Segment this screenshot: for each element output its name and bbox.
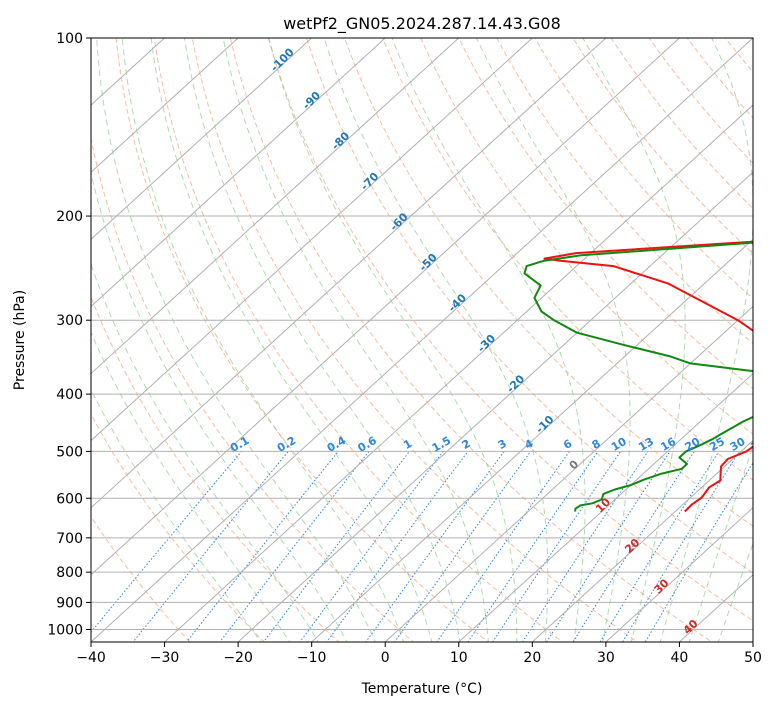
isotherm-gridline (91, 38, 607, 509)
y-tick-label: 900 (56, 595, 83, 611)
isotherm-gridline (163, 104, 753, 642)
isotherm-gridline (91, 38, 239, 173)
dry-adiabat (191, 38, 639, 642)
grid-lines (91, 38, 753, 642)
dry-adiabat (91, 295, 340, 642)
isotherm-gridline (91, 38, 534, 442)
x-tick-label: 40 (671, 650, 689, 666)
y-tick-label: 600 (56, 491, 83, 507)
moist-adiabat (121, 38, 405, 642)
isotherm-gridline (531, 439, 753, 642)
moist-adiabat (391, 38, 586, 642)
dry-adiabat (343, 38, 753, 527)
dry-adiabat (153, 38, 564, 642)
isotherm-gridline (91, 38, 460, 375)
isotherm-gridline (384, 305, 753, 642)
y-tick-label: 700 (56, 531, 83, 547)
profile-lines (523, 240, 753, 513)
plot-frame (90, 37, 754, 643)
x-tick-label: −40 (76, 650, 106, 666)
dry-adiabat (91, 135, 415, 642)
dry-adiabat (91, 515, 191, 642)
dry-adiabat (305, 38, 753, 574)
mixing-ratio-label: 36 (748, 435, 768, 454)
x-tick-label: 0 (381, 650, 390, 666)
dewpoint-profile-line (523, 241, 753, 512)
dry-adiabat (229, 38, 713, 642)
temperature-profile-line (543, 240, 753, 513)
chart-title: wetPf2_GN05.2024.287.14.43.G08 (283, 14, 561, 34)
x-tick-label: 10 (450, 650, 468, 666)
x-tick-label: −30 (150, 650, 180, 666)
y-tick-label: 400 (56, 387, 83, 403)
y-axis-label: Pressure (hPa) (12, 290, 28, 390)
dry-adiabat (458, 38, 753, 390)
moist-adiabat (717, 542, 753, 642)
dry-adiabat (115, 38, 489, 642)
x-tick-label: 20 (523, 650, 541, 666)
isotherm-gridline (91, 38, 313, 240)
y-tick-label: 1000 (47, 622, 83, 638)
y-axis-ticks: 100 200 300 400 500 600 700 800 900 1000 (47, 31, 91, 638)
isotherm-gridline (310, 238, 753, 642)
y-tick-label: 200 (56, 209, 83, 225)
moist-adiabat (475, 38, 631, 642)
x-tick-label: −10 (297, 650, 327, 666)
x-tick-label: 50 (744, 650, 762, 666)
x-tick-label: −20 (223, 650, 253, 666)
x-tick-label: 30 (597, 650, 615, 666)
x-axis-ticks: −40 −30 −20 −10 0 10 20 30 40 50 (76, 642, 762, 666)
y-tick-label: 800 (56, 565, 83, 581)
isotherm-gridline (605, 507, 753, 642)
y-tick-label: 100 (56, 31, 83, 47)
isotherm-gridline (91, 38, 753, 642)
isotherm-gridline (458, 372, 753, 642)
isotherm-gridline (91, 38, 386, 308)
y-tick-label: 300 (56, 313, 83, 329)
y-tick-label: 500 (56, 444, 83, 460)
dry-adiabat (91, 413, 266, 642)
isotherm-gridline (91, 38, 681, 576)
x-axis-label: Temperature (°C) (361, 681, 483, 697)
moist-adiabat (268, 38, 518, 642)
